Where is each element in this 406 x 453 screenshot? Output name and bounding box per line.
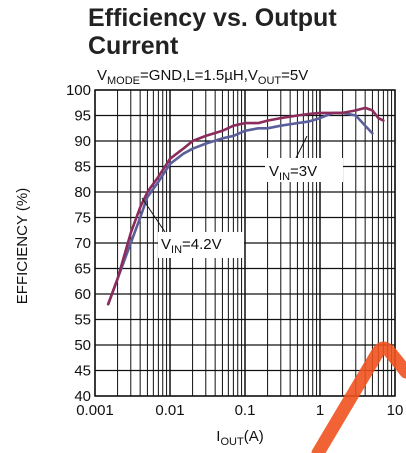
cond-mid: =GND,L=1.5µH,V bbox=[140, 67, 258, 84]
y-tick-label: 55 bbox=[74, 312, 91, 329]
y-tick-label: 80 bbox=[74, 184, 91, 201]
y-tick-label: 90 bbox=[74, 133, 91, 150]
annotation-vin-3v: VIN=3V bbox=[265, 135, 343, 183]
x-axis-label: IOUT(A) bbox=[216, 428, 263, 448]
y-tick-label: 45 bbox=[74, 363, 91, 380]
cond-mode-sub: MODE bbox=[107, 75, 140, 87]
y-tick-label: 85 bbox=[74, 159, 91, 176]
x-tick-label: 0.001 bbox=[76, 402, 114, 419]
x-tick-label: 1 bbox=[316, 402, 324, 419]
series-label-4-2v: VIN=4.2V bbox=[161, 236, 222, 256]
x-tick-label: 10 bbox=[387, 402, 404, 419]
x-label-unit: (A) bbox=[244, 428, 264, 445]
chart-title-line-1: Efficiency vs. Output bbox=[88, 4, 337, 32]
y-tick-label: 40 bbox=[74, 388, 91, 405]
y-tick-label: 100 bbox=[66, 82, 91, 99]
y-tick-label: 60 bbox=[74, 286, 91, 303]
cond-v-mode: V bbox=[97, 67, 107, 84]
plot-frame bbox=[94, 89, 396, 397]
x-label-main: I bbox=[216, 428, 220, 445]
x-tick-label: 0.1 bbox=[235, 402, 256, 419]
y-tick-label: 70 bbox=[74, 235, 91, 252]
x-label-sub: OUT bbox=[220, 436, 244, 448]
chart-grid bbox=[94, 89, 396, 397]
y-tick-label: 95 bbox=[74, 108, 91, 125]
cond-out-sub: OUT bbox=[258, 75, 282, 87]
watermark-stroke bbox=[311, 341, 406, 453]
chart-conditions: VMODE=GND,L=1.5µH,VOUT=5V bbox=[97, 67, 308, 87]
y-tick-labels: 40 45 50 55 60 65 70 75 80 85 90 95 100 bbox=[66, 82, 91, 405]
series-label-3v: VIN=3V bbox=[269, 163, 317, 183]
y-axis-label: EFFICIENCY (%) bbox=[14, 188, 31, 304]
x-tick-label: 0.01 bbox=[155, 402, 184, 419]
annotation-vin-4-2v: VIN=4.2V bbox=[141, 197, 244, 258]
chart-title-line-2: Current bbox=[88, 32, 179, 60]
series-line bbox=[106, 106, 385, 306]
y-tick-label: 75 bbox=[74, 210, 91, 227]
y-tick-label: 50 bbox=[74, 337, 91, 354]
y-tick-label: 65 bbox=[74, 261, 91, 278]
cond-end: =5V bbox=[281, 67, 308, 84]
x-tick-labels: 0.001 0.01 0.1 1 10 bbox=[76, 402, 403, 419]
chart-series bbox=[106, 106, 385, 306]
